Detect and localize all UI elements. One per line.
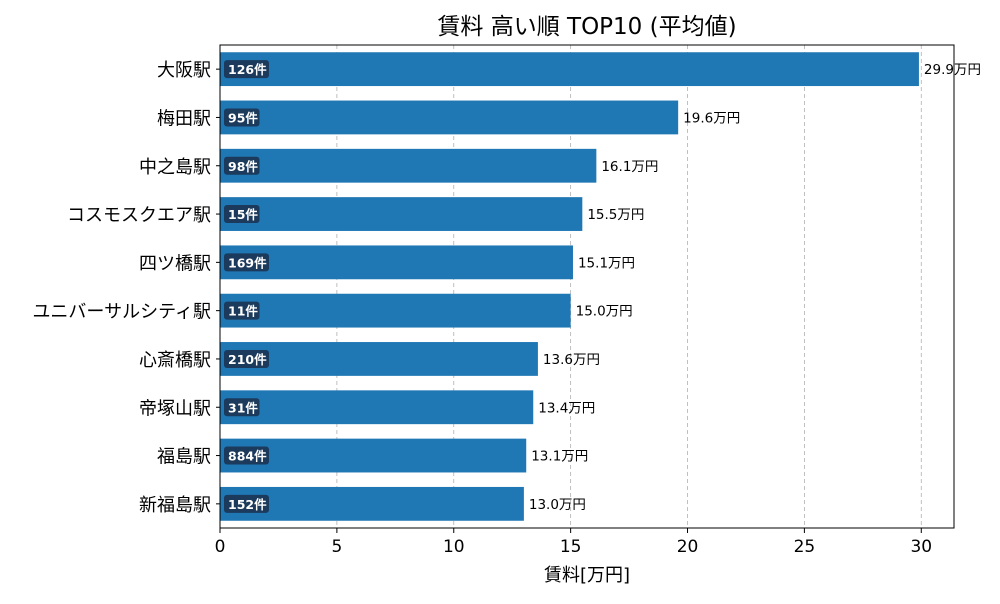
count-badge	[224, 494, 269, 513]
bar	[220, 245, 573, 280]
bar	[220, 293, 571, 328]
value-label: 13.1万円	[531, 449, 588, 465]
value-label: 16.1万円	[601, 159, 658, 175]
x-axis-label: 賃料[万円]	[544, 565, 630, 586]
count-badge	[224, 253, 269, 272]
bar	[220, 100, 679, 135]
bar	[220, 342, 538, 376]
count-label: 169件	[228, 255, 267, 270]
bar	[220, 390, 534, 425]
count-badge	[224, 156, 260, 175]
count-label: 210件	[228, 352, 267, 367]
x-tick-label: 0	[215, 537, 226, 557]
y-tick-label: 中之島駅	[139, 157, 211, 178]
value-label: 13.4万円	[538, 400, 595, 416]
count-label: 95件	[228, 110, 258, 125]
y-tick-label: 帝塚山駅	[139, 398, 211, 419]
count-label: 15件	[228, 207, 258, 222]
x-tick-label: 10	[443, 537, 465, 557]
bar	[220, 486, 524, 521]
count-label: 152件	[228, 497, 267, 512]
bar	[220, 148, 597, 183]
x-tick-label: 5	[331, 537, 342, 557]
bar	[220, 438, 527, 473]
count-label: 126件	[228, 62, 267, 77]
count-badge	[224, 205, 260, 224]
count-label: 98件	[228, 159, 258, 174]
count-badge	[224, 301, 260, 320]
count-badge	[224, 446, 269, 465]
count-label: 31件	[228, 400, 258, 415]
count-label: 11件	[228, 304, 258, 319]
y-tick-label: 福島駅	[157, 447, 211, 468]
value-label: 15.1万円	[578, 255, 635, 271]
y-tick-label: 大阪駅	[157, 60, 211, 81]
y-tick-label: コスモスクエア駅	[67, 205, 211, 226]
count-badge	[224, 60, 269, 79]
x-tick-label: 20	[677, 537, 699, 557]
chart-title: 賃料 高い順 TOP10 (平均値)	[437, 14, 736, 40]
value-label: 19.6万円	[683, 110, 740, 126]
count-label: 884件	[228, 449, 267, 464]
count-badge	[224, 398, 260, 417]
value-label: 15.0万円	[576, 304, 633, 320]
value-label: 15.5万円	[587, 207, 644, 223]
bar	[220, 197, 583, 231]
value-label: 13.6万円	[543, 352, 600, 368]
y-tick-label: ユニバーサルシティ駅	[32, 302, 211, 323]
x-tick-label: 30	[910, 537, 932, 557]
y-tick-label: 新福島駅	[139, 495, 211, 516]
x-tick-label: 15	[560, 537, 582, 557]
x-tick-label: 25	[794, 537, 816, 557]
value-label: 13.0万円	[529, 497, 586, 513]
count-badge	[224, 108, 260, 127]
bar	[220, 52, 919, 87]
y-tick-label: 梅田駅	[157, 108, 211, 129]
plot-frame	[219, 44, 955, 529]
count-badge	[224, 349, 269, 368]
y-tick-label: 四ツ橋駅	[139, 253, 211, 274]
y-tick-label: 心斎橋駅	[139, 350, 211, 371]
value-label: 29.9万円	[924, 62, 981, 78]
